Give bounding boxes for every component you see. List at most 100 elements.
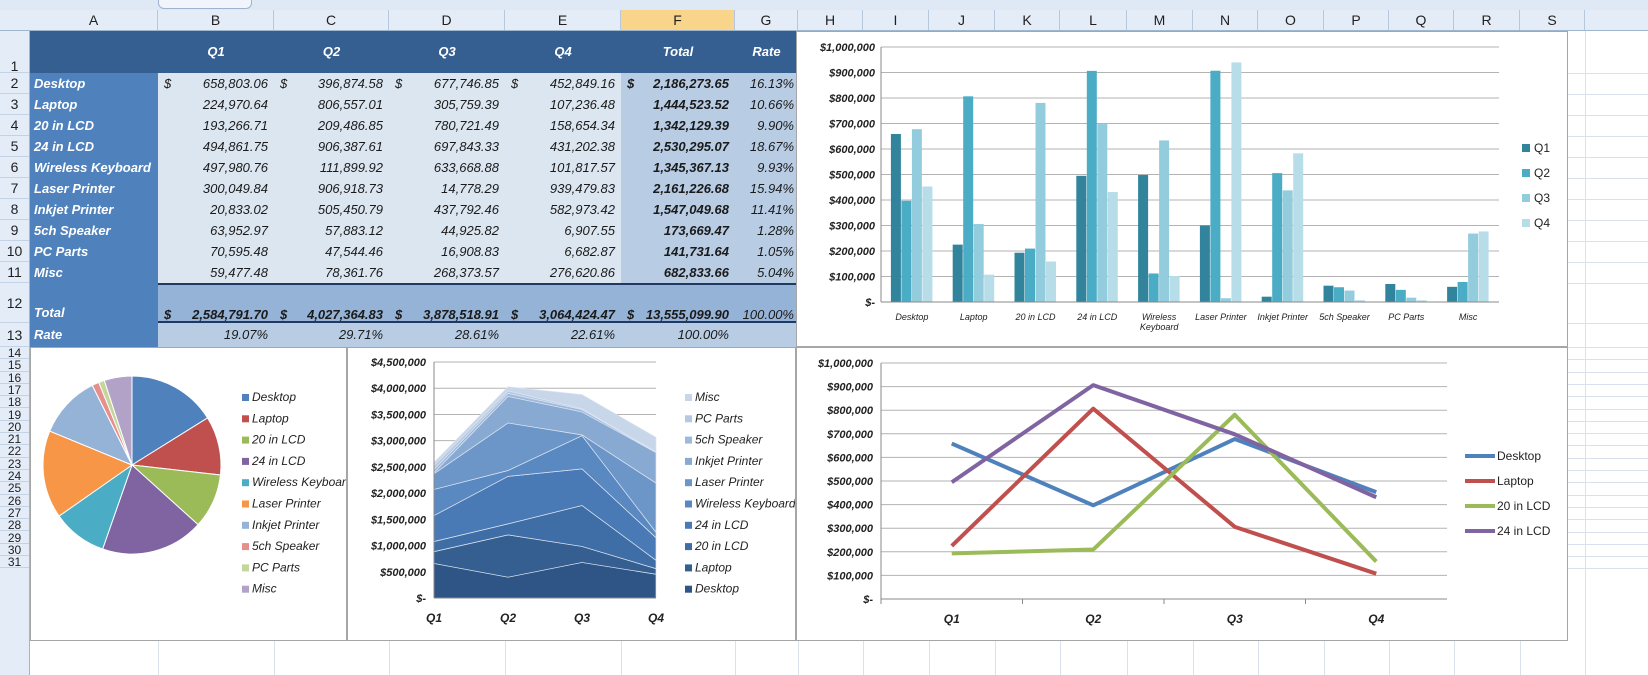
header-blank[interactable]	[30, 31, 158, 73]
row-header-3[interactable]: 3	[0, 94, 29, 115]
column-header-s[interactable]: S	[1520, 10, 1585, 30]
rate-row-cell[interactable]: 28.61%	[389, 323, 505, 347]
column-header-e[interactable]: E	[505, 10, 621, 30]
value-cell[interactable]: 78,361.76	[274, 262, 389, 283]
value-cell[interactable]: 396,874.58 $	[274, 73, 389, 94]
row-header-24[interactable]: 24	[0, 470, 29, 482]
row-label[interactable]: Laptop	[30, 94, 158, 115]
row-header-30[interactable]: 30	[0, 543, 29, 556]
name-box-tab[interactable]	[158, 0, 252, 9]
column-header-q[interactable]: Q	[1389, 10, 1454, 30]
grand-total-rate[interactable]: 100.00%	[735, 283, 798, 323]
header-q2[interactable]: Q2	[274, 31, 389, 73]
grand-total-sum[interactable]: 13,555,099.90 $	[621, 283, 735, 323]
row-header-31[interactable]: 31	[0, 556, 29, 568]
rate-cell[interactable]: 9.90%	[735, 115, 798, 136]
rate-row-blank[interactable]	[735, 323, 798, 347]
value-cell[interactable]: 111,899.92	[274, 157, 389, 178]
value-cell[interactable]: 494,861.75	[158, 136, 274, 157]
value-cell[interactable]: 6,907.55	[505, 220, 621, 241]
value-cell[interactable]: 906,918.73	[274, 178, 389, 199]
total-cell[interactable]: 141,731.64	[621, 241, 735, 262]
value-cell[interactable]: 101,817.57	[505, 157, 621, 178]
header-q1[interactable]: Q1	[158, 31, 274, 73]
column-header-r[interactable]: R	[1454, 10, 1520, 30]
header-q4[interactable]: Q4	[505, 31, 621, 73]
row-header-12[interactable]: 12	[0, 283, 29, 323]
row-header-21[interactable]: 21	[0, 433, 29, 445]
row-header-15[interactable]: 15	[0, 359, 29, 372]
value-cell[interactable]: 305,759.39	[389, 94, 505, 115]
total-cell[interactable]: 2,186,273.65 $	[621, 73, 735, 94]
row-label[interactable]: Misc	[30, 262, 158, 283]
column-header-p[interactable]: P	[1324, 10, 1389, 30]
grand-total-cell[interactable]: 4,027,364.83 $	[274, 283, 389, 323]
value-cell[interactable]: 452,849.16 $	[505, 73, 621, 94]
column-header-d[interactable]: D	[389, 10, 505, 30]
row-header-10[interactable]: 10	[0, 241, 29, 262]
value-cell[interactable]: 658,803.06 $	[158, 73, 274, 94]
total-cell[interactable]: 2,530,295.07	[621, 136, 735, 157]
column-header-j[interactable]: J	[929, 10, 995, 30]
value-cell[interactable]: 906,387.61	[274, 136, 389, 157]
rate-row-cell[interactable]: 22.61%	[505, 323, 621, 347]
value-cell[interactable]: 268,373.57	[389, 262, 505, 283]
value-cell[interactable]: 939,479.83	[505, 178, 621, 199]
row-header-7[interactable]: 7	[0, 178, 29, 199]
row-header-1[interactable]: 1	[0, 31, 29, 74]
value-cell[interactable]: 44,925.82	[389, 220, 505, 241]
row-header-5[interactable]: 5	[0, 136, 29, 157]
pie-chart[interactable]: Desktop Laptop 20 in LCD 24 in LCD Wireless …	[30, 347, 353, 641]
row-header-9[interactable]: 9	[0, 220, 29, 241]
row-header-28[interactable]: 28	[0, 519, 29, 531]
column-header-o[interactable]: O	[1258, 10, 1324, 30]
rate-cell[interactable]: 16.13%	[735, 73, 798, 94]
row-header-27[interactable]: 27	[0, 507, 29, 519]
value-cell[interactable]: 505,450.79	[274, 199, 389, 220]
rate-row-label[interactable]: Rate	[30, 323, 158, 347]
value-cell[interactable]: 497,980.76	[158, 157, 274, 178]
rate-row-cell[interactable]: 19.07%	[158, 323, 274, 347]
header-q3[interactable]: Q3	[389, 31, 505, 73]
row-header-23[interactable]: 23	[0, 457, 29, 470]
grand-total-cell[interactable]: 2,584,791.70 $	[158, 283, 274, 323]
value-cell[interactable]: 276,620.86	[505, 262, 621, 283]
value-cell[interactable]: 582,973.42	[505, 199, 621, 220]
bar-chart[interactable]: $- $100,000 $200,000 $300,000 $400,000 $500,0…	[796, 31, 1568, 347]
rate-cell[interactable]: 5.04%	[735, 262, 798, 283]
row-header-2[interactable]: 2	[0, 73, 29, 94]
row-header-29[interactable]: 29	[0, 531, 29, 544]
row-label[interactable]: 24 in LCD	[30, 136, 158, 157]
column-header-l[interactable]: L	[1060, 10, 1127, 30]
column-header-f[interactable]: F	[621, 10, 735, 30]
rate-cell[interactable]: 15.94%	[735, 178, 798, 199]
value-cell[interactable]: 806,557.01	[274, 94, 389, 115]
row-header-25[interactable]: 25	[0, 482, 29, 495]
total-cell[interactable]: 173,669.47	[621, 220, 735, 241]
value-cell[interactable]: 697,843.33	[389, 136, 505, 157]
rate-cell[interactable]: 1.05%	[735, 241, 798, 262]
row-header-26[interactable]: 26	[0, 494, 29, 507]
value-cell[interactable]: 224,970.64	[158, 94, 274, 115]
row-label[interactable]: PC Parts	[30, 241, 158, 262]
row-header-6[interactable]: 6	[0, 157, 29, 178]
value-cell[interactable]: 107,236.48	[505, 94, 621, 115]
rate-row-total[interactable]: 100.00%	[621, 323, 735, 347]
total-cell[interactable]: 1,444,523.52	[621, 94, 735, 115]
grand-total-cell[interactable]: 3,064,424.47 $	[505, 283, 621, 323]
value-cell[interactable]: 431,202.38	[505, 136, 621, 157]
column-header-m[interactable]: M	[1127, 10, 1193, 30]
column-header-c[interactable]: C	[274, 10, 389, 30]
rate-cell[interactable]: 11.41%	[735, 199, 798, 220]
row-header-16[interactable]: 16	[0, 371, 29, 384]
area-chart[interactable]: $- $500,000 $1,000,000 $1,500,000 $2,000,000…	[347, 347, 796, 641]
value-cell[interactable]: 14,778.29	[389, 178, 505, 199]
grand-total-cell[interactable]: 3,878,518.91 $	[389, 283, 505, 323]
value-cell[interactable]: 6,682.87	[505, 241, 621, 262]
row-header-4[interactable]: 4	[0, 115, 29, 136]
column-header-g[interactable]: G	[735, 10, 798, 30]
row-header-17[interactable]: 17	[0, 384, 29, 396]
value-cell[interactable]: 780,721.49	[389, 115, 505, 136]
value-cell[interactable]: 158,654.34	[505, 115, 621, 136]
value-cell[interactable]: 57,883.12	[274, 220, 389, 241]
